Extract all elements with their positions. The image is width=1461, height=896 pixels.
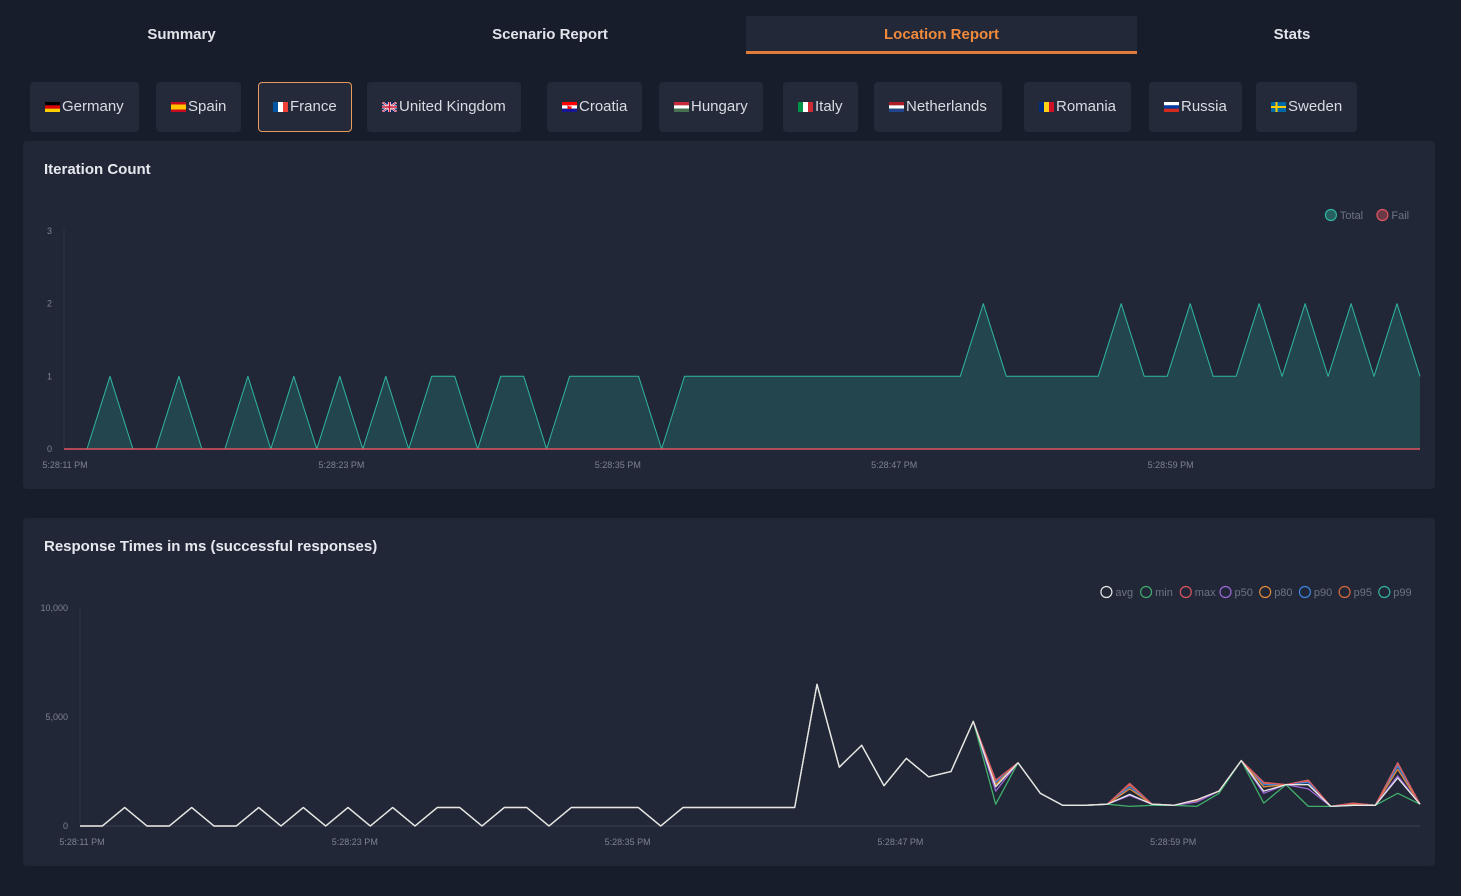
location-button-croatia[interactable]: Croatia [547, 82, 643, 132]
legend-label-p90: p90 [1314, 587, 1332, 599]
netherlands-flag-icon [889, 102, 904, 112]
x-tick-label: 5:28:35 PM [605, 837, 651, 847]
legend-marker-max [1179, 585, 1192, 599]
sweden-flag-icon [1271, 102, 1286, 112]
italy-flag-icon [798, 102, 813, 112]
location-button-united-kingdom[interactable]: United Kingdom [367, 82, 521, 132]
tab-summary[interactable]: Summary [147, 26, 216, 43]
legend-label-total: Total [1340, 210, 1363, 222]
y-tick-label: 10,000 [40, 603, 68, 613]
tab-location-report[interactable]: Location Report [746, 16, 1137, 54]
germany-flag-icon [45, 102, 60, 112]
y-tick-label: 0 [63, 821, 68, 831]
x-tick-label: 5:28:47 PM [871, 460, 917, 470]
location-button-netherlands[interactable]: Netherlands [874, 82, 1002, 132]
legend-marker-p80 [1259, 585, 1272, 599]
legend-label-p99: p99 [1393, 587, 1411, 599]
legend-marker-p90 [1298, 585, 1312, 599]
legend-marker-p95 [1338, 585, 1351, 599]
location-button-spain[interactable]: Spain [156, 82, 242, 132]
series-line-avg [80, 683, 1421, 827]
series-line-p99 [80, 683, 1421, 827]
x-tick-label: 5:28:23 PM [318, 460, 364, 470]
x-tick-label: 5:28:59 PM [1148, 460, 1194, 470]
report-tabs: Summary Scenario Report Location Report … [0, 16, 1461, 54]
x-tick-label: 5:28:47 PM [877, 837, 923, 847]
location-label: Spain [188, 98, 227, 115]
legend-label-min: min [1155, 587, 1173, 599]
location-label: Romania [1056, 98, 1117, 115]
spain-flag-icon [171, 102, 186, 112]
legend-label-fail: Fail [1391, 210, 1409, 222]
legend-label-max: max [1195, 587, 1216, 599]
y-tick-label: 2 [47, 299, 52, 309]
tab-stats[interactable]: Stats [1273, 26, 1311, 43]
x-tick-label: 5:28:59 PM [1150, 837, 1196, 847]
legend-marker-avg [1100, 585, 1113, 599]
y-tick-label: 0 [47, 444, 52, 454]
location-label: Sweden [1288, 98, 1343, 115]
iteration-count-panel: Iteration Count 0 1 2 3 5:28:11 PM 5:28:23 PM… [23, 141, 1435, 489]
iteration-count-chart: 0 1 2 3 5:28:11 PM 5:28:23 PM 5:28:35 PM 5:28:4… [42, 208, 1421, 470]
russia-flag-icon [1164, 102, 1179, 112]
response-times-title: Response Times in ms (successful respons… [44, 538, 378, 555]
legend-marker-p99 [1378, 585, 1391, 599]
romania-flag-icon [1039, 102, 1054, 112]
series-line-max [80, 683, 1421, 827]
legend-marker-p50 [1219, 585, 1232, 599]
legend-marker-total [1324, 208, 1338, 222]
series-line-p95 [80, 683, 1421, 827]
location-label: Croatia [579, 98, 628, 115]
location-label: Italy [815, 98, 843, 115]
location-button-italy[interactable]: Italy [783, 82, 858, 132]
iteration-count-title: Iteration Count [44, 161, 151, 178]
location-button-russia[interactable]: Russia [1149, 82, 1242, 132]
hungary-flag-icon [674, 102, 689, 112]
x-tick-label: 5:28:23 PM [332, 837, 378, 847]
legend-label-avg: avg [1115, 587, 1133, 599]
location-button-romania[interactable]: Romania [1024, 82, 1132, 132]
location-label: United Kingdom [399, 98, 506, 115]
response-times-panel: Response Times in ms (successful respons… [23, 518, 1435, 866]
legend-label-p50: p50 [1235, 587, 1253, 599]
united-kingdom-flag-icon [382, 102, 397, 112]
series-line-p80 [80, 683, 1421, 827]
y-tick-label: 5,000 [45, 712, 68, 722]
croatia-flag-icon [562, 102, 577, 112]
x-tick-label: 5:28:11 PM [42, 460, 87, 470]
series-line-p50 [80, 683, 1421, 827]
location-label: Russia [1181, 98, 1227, 115]
y-tick-label: 1 [47, 371, 52, 381]
legend-label-p95: p95 [1354, 587, 1372, 599]
response-times-chart: 0 5,000 10,000 5:28:11 PM 5:28:23 PM 5:28:35 … [40, 585, 1421, 847]
legend-marker-fail [1376, 208, 1389, 222]
legend-label-p80: p80 [1274, 587, 1292, 599]
location-button-france[interactable]: France [258, 82, 352, 132]
x-tick-label: 5:28:11 PM [59, 837, 104, 847]
legend-marker-min [1139, 585, 1153, 599]
series-line-p90 [80, 683, 1421, 827]
y-tick-label: 3 [47, 226, 52, 236]
location-label: France [290, 98, 337, 115]
location-button-hungary[interactable]: Hungary [659, 82, 763, 132]
x-tick-label: 5:28:35 PM [595, 460, 641, 470]
location-button-sweden[interactable]: Sweden [1256, 82, 1358, 132]
location-label: Netherlands [906, 98, 987, 115]
tab-scenario-report[interactable]: Scenario Report [492, 26, 608, 43]
location-button-germany[interactable]: Germany [30, 82, 139, 132]
series-line-min [80, 683, 1421, 827]
location-label: Hungary [691, 98, 748, 115]
location-label: Germany [62, 98, 124, 115]
france-flag-icon [273, 102, 288, 112]
series-line-total [64, 303, 1421, 450]
